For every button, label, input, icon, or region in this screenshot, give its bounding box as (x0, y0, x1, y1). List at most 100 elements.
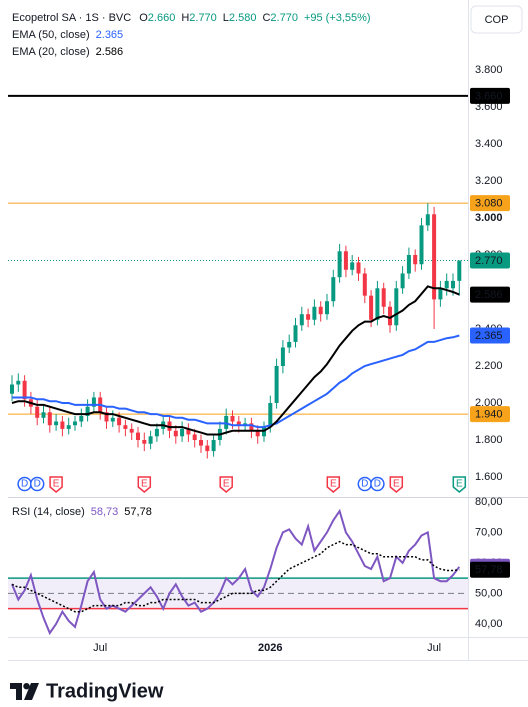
candle-body (425, 214, 430, 226)
event-label: D (361, 479, 368, 490)
candle-body (331, 277, 336, 302)
rsi-legend-value: 57,78 (124, 506, 152, 518)
candle-body (350, 262, 355, 270)
candle-body (117, 417, 122, 426)
x-tick-label: Jul (93, 642, 107, 654)
currency-label[interactable]: COP (485, 14, 509, 26)
candle-body (136, 432, 140, 441)
candle-body (10, 384, 14, 394)
rsi-line (11, 540, 460, 613)
ema-label: 2.365 (475, 330, 503, 342)
event-icon (137, 476, 152, 493)
ema-label: 2.586 (475, 289, 503, 301)
candle-body (287, 341, 292, 348)
event-label: E (456, 479, 463, 490)
candle-body (104, 412, 109, 422)
candle-body (205, 445, 210, 452)
candle-body (268, 403, 273, 428)
ohlc-key: H (181, 12, 189, 24)
price-line-label: 3.080 (475, 198, 503, 210)
ohlc-value: 2.770 (270, 12, 298, 24)
candle-body (54, 421, 59, 426)
ohlc-value: 2.770 (189, 12, 217, 24)
rsi-title: RSI (14, close) (12, 506, 85, 518)
candle-body (192, 434, 197, 441)
y-tick-label: 3.000 (475, 212, 503, 224)
candle-body (47, 412, 52, 426)
candle-body (249, 423, 254, 431)
candle-body (293, 325, 298, 342)
legend-value: 2.586 (96, 46, 124, 58)
candle-body (16, 380, 21, 385)
y-tick-label: 70,00 (475, 526, 503, 538)
event-icon (389, 476, 404, 493)
brand: TradingView (46, 680, 164, 702)
candle-body (280, 347, 285, 366)
candle-body (236, 421, 241, 426)
event-label: E (141, 479, 148, 490)
candle-body (123, 425, 128, 429)
candle-body (79, 415, 84, 422)
candle-body (60, 421, 65, 429)
y-tick-label: 40,00 (475, 618, 503, 630)
candle-body (299, 314, 304, 326)
candle-body (444, 280, 449, 289)
candle-body (255, 430, 260, 437)
ema-line (11, 285, 460, 436)
candle-body (66, 425, 71, 429)
ema-line (12, 334, 460, 429)
chart-title: Ecopetrol SA · 1S · BVC (12, 12, 131, 24)
candle-body (438, 288, 443, 300)
candle-body (73, 421, 77, 426)
candle-body (432, 214, 437, 300)
candle-body (35, 406, 40, 418)
candle-body (129, 428, 134, 433)
currency-button[interactable] (470, 5, 523, 34)
logo-mark (23, 683, 30, 690)
rsi-value-box (470, 561, 510, 578)
legend-name: EMA (20, close) (12, 46, 90, 58)
x-tick-label: 2026 (258, 642, 282, 654)
candle-body (375, 288, 380, 320)
candle-body (413, 254, 418, 265)
x-tick-label: Jul (427, 642, 441, 654)
candle-body (22, 380, 27, 400)
price-line-box (470, 195, 510, 212)
candle-body (186, 428, 191, 435)
y-tick-label: 1.800 (475, 434, 503, 446)
candle-body (369, 295, 374, 320)
ohlc-key: O (139, 12, 148, 24)
ohlc-value: 2.660 (148, 12, 176, 24)
candle-body (343, 251, 348, 270)
y-tick-label: 3.400 (475, 138, 503, 150)
legend-value: 2.365 (96, 29, 124, 41)
price-line-box (470, 406, 510, 423)
candle-body (400, 273, 405, 289)
candle-body (274, 365, 279, 404)
rsi-value-label: 57,78 (475, 564, 503, 576)
candle-body (362, 273, 367, 296)
event-label: D (21, 479, 28, 490)
tradingview-logo (10, 683, 39, 700)
ohlc-value: 2.580 (229, 12, 257, 24)
event-label: E (393, 479, 400, 490)
candle-body (312, 306, 317, 320)
candle-body (325, 301, 329, 315)
last-price-label: 2.770 (475, 255, 503, 267)
y-tick-label: 80,00 (475, 496, 503, 508)
candle-body (91, 397, 96, 407)
event-icon (29, 476, 45, 492)
logo-mark (10, 683, 22, 700)
last-price-box (470, 252, 510, 269)
candle-body (142, 440, 147, 444)
y-tick-label: 2.200 (475, 360, 503, 372)
candle-body (381, 288, 386, 307)
candle-body (41, 412, 46, 418)
candle-body (318, 306, 323, 315)
candle-body (199, 440, 203, 446)
price-line-box (470, 87, 510, 104)
candle-body (110, 417, 115, 422)
price-line-label: 3.660 (475, 90, 503, 102)
